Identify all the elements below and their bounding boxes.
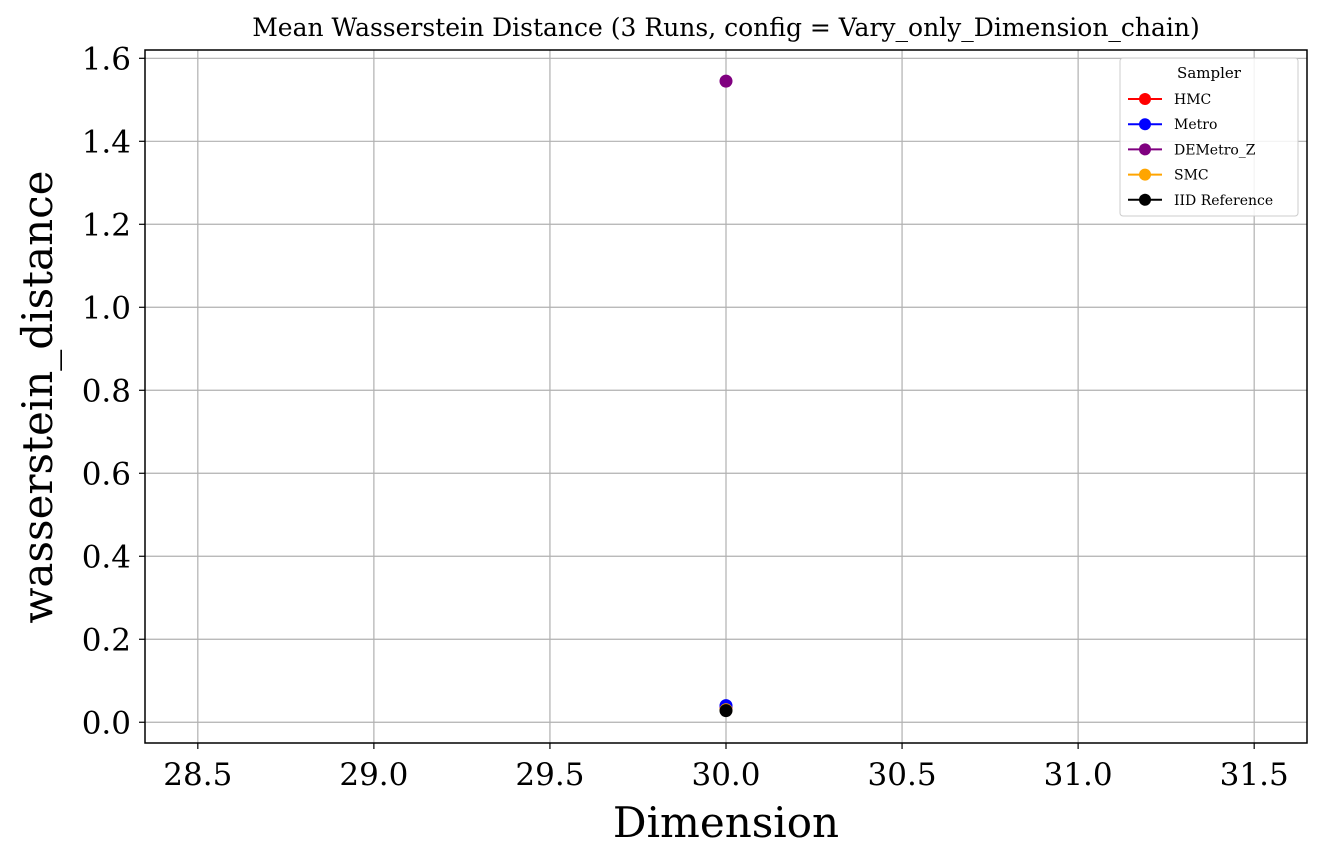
y-tick-label: 1.0 (82, 290, 131, 326)
legend-label-smc: SMC (1174, 168, 1209, 184)
y-tick-label: 0.4 (82, 539, 131, 575)
legend-label-metro: Metro (1174, 117, 1217, 133)
legend-label-demetro-z: DEMetro_Z (1174, 142, 1256, 158)
x-tick-label: 29.5 (515, 757, 584, 793)
legend-label-hmc: HMC (1174, 92, 1211, 108)
legend-label-iid-reference: IID Reference (1174, 193, 1273, 209)
legend: Sampler HMC Metro DEMetro_Z SMC IID Reference (1119, 57, 1299, 217)
legend-box (1119, 57, 1299, 217)
y-tick-label: 0.2 (82, 622, 131, 658)
y-tick-label: 1.6 (82, 41, 131, 77)
x-axis-ticks: 28.5 29.0 29.5 30.0 30.5 31.0 31.5 (163, 743, 1289, 793)
x-tick-label: 28.5 (163, 757, 232, 793)
y-tick-label: 0.0 (82, 705, 131, 741)
y-axis-label: wasserstein_distance (13, 170, 62, 623)
x-tick-label: 30.0 (691, 757, 760, 793)
point-iid-reference (719, 704, 733, 718)
x-tick-label: 31.0 (1044, 757, 1113, 793)
x-tick-label: 29.0 (339, 757, 408, 793)
y-tick-label: 0.8 (82, 373, 131, 409)
data-points (719, 74, 733, 718)
grid (145, 50, 1307, 743)
x-tick-label: 30.5 (868, 757, 937, 793)
legend-marker-metro (1139, 118, 1151, 131)
legend-marker-smc (1139, 168, 1151, 181)
x-axis-label: Dimension (613, 798, 839, 847)
point-demetro-z (719, 74, 733, 88)
y-tick-label: 0.6 (82, 456, 131, 492)
legend-marker-demetro-z (1139, 143, 1151, 156)
chart-title: Mean Wasserstein Distance (3 Runs, confi… (252, 13, 1200, 42)
x-tick-label: 31.5 (1220, 757, 1289, 793)
y-axis-ticks: 0.0 0.2 0.4 0.6 0.8 1.0 1.2 1.4 1.6 (82, 41, 145, 741)
legend-title: Sampler (1177, 64, 1242, 82)
y-tick-label: 1.2 (82, 207, 131, 243)
legend-marker-iid-reference (1139, 193, 1151, 206)
y-tick-label: 1.4 (82, 124, 131, 160)
legend-marker-hmc (1139, 93, 1151, 105)
